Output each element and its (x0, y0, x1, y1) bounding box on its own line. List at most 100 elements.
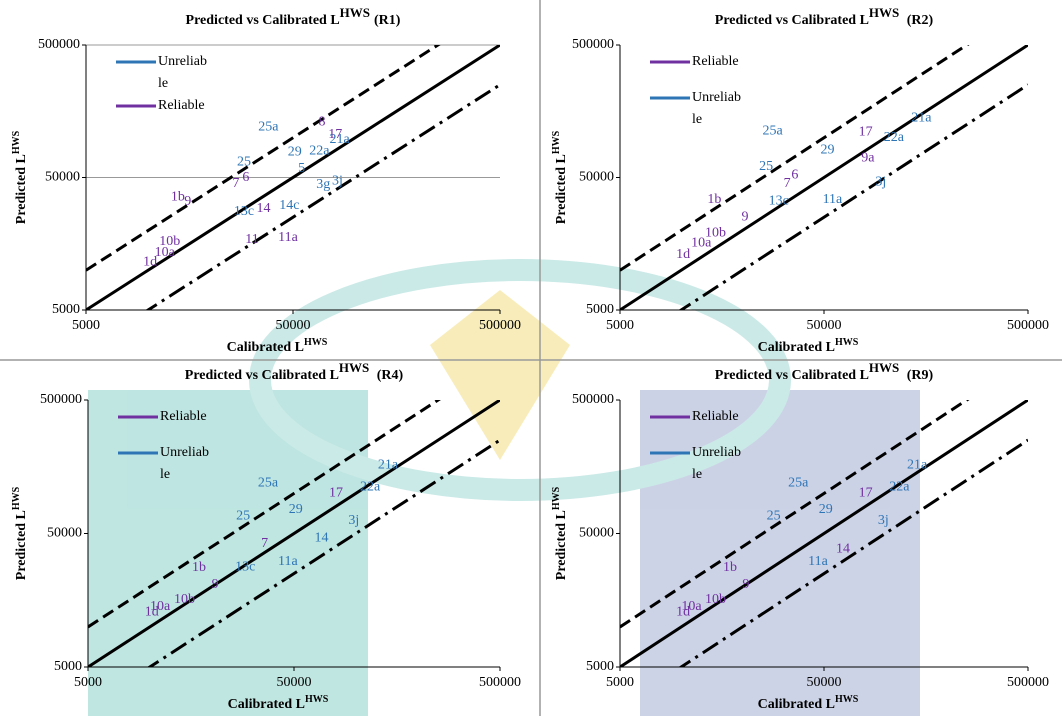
y-axis-label: Predicted LHWS (551, 130, 569, 224)
point-label: 25 (767, 508, 781, 523)
point-label: 10b (705, 592, 726, 607)
ref-line (620, 45, 1028, 310)
ref-line-lower (145, 83, 500, 310)
panel: Predicted vs Calibrated LHWS (R9)5000500… (551, 360, 1049, 712)
x-tick-label: 50000 (277, 675, 312, 690)
ref-line (88, 400, 500, 667)
legend-item: Reliable (158, 98, 205, 113)
point-label: 1d (143, 254, 157, 269)
legend-label: Reliable (692, 409, 739, 424)
point-label: 17 (859, 486, 873, 501)
x-label-sup: HWS (305, 694, 329, 705)
point-label: 22a (889, 479, 910, 494)
point-label: 7 (232, 176, 239, 191)
title-text: Predicted vs Calibrated L (185, 368, 339, 383)
point-label: 14 (836, 542, 850, 557)
title-sup: HWS (339, 360, 369, 375)
point-label: 7 (261, 536, 268, 551)
point-label: 9 (742, 210, 749, 225)
point-label: 9 (212, 577, 219, 592)
chart-title: Predicted vs Calibrated LHWS (R4) (185, 360, 404, 383)
y-label-text: Predicted L (554, 154, 569, 224)
y-label-sup: HWS (551, 130, 562, 154)
point-label: 21a (907, 458, 928, 473)
legend-label: Unreliable (160, 445, 209, 482)
ref-line (86, 45, 500, 310)
title-text: Predicted vs Calibrated L (715, 13, 869, 28)
x-tick-label: 500000 (1007, 675, 1049, 690)
point-label: 14c (279, 198, 299, 213)
legend-label: Unreliable (692, 445, 741, 482)
point-label: 22a (360, 479, 381, 494)
point-label: 1b (723, 560, 737, 575)
ref-line-lower (147, 438, 500, 667)
title-text: Predicted vs Calibrated L (715, 368, 869, 383)
point-label: 5 (298, 161, 305, 176)
point-label: 29 (819, 502, 833, 517)
x-tick-label: 50000 (807, 318, 842, 333)
point-label: 1b (707, 192, 721, 207)
legend-label: Reliable (160, 409, 207, 424)
x-tick-label: 5000 (606, 318, 634, 333)
y-tick-label: 50000 (579, 526, 614, 541)
point-label: 25 (236, 508, 250, 523)
point-label: 1d (676, 604, 690, 619)
legend-item: Unreliable (158, 54, 207, 91)
point-label: 3g (316, 177, 330, 192)
reference-lines (620, 400, 1028, 667)
point-label: 10a (691, 235, 712, 250)
title-sup: HWS (869, 5, 899, 20)
y-label-sup: HWS (551, 486, 562, 510)
x-tick-label: 500000 (479, 318, 521, 333)
ref-line-upper (620, 45, 970, 272)
watermark (88, 259, 920, 716)
point-label: 21a (378, 458, 399, 473)
x-tick-label: 500000 (1007, 318, 1049, 333)
point-label: 6 (791, 167, 798, 182)
point-label: 9 (184, 194, 191, 209)
point-label: 29 (288, 144, 302, 159)
y-label-text: Predicted L (14, 510, 29, 580)
point-label: 29 (820, 143, 834, 158)
panel: Predicted vs Calibrated LHWS (R4)5000500… (11, 360, 521, 712)
point-label: 1b (192, 560, 206, 575)
point-label: 14 (315, 531, 329, 546)
point-label: 25a (258, 475, 279, 490)
reference-lines (86, 45, 500, 310)
legend-item: Unreliable (692, 90, 741, 127)
x-label-text: Calibrated L (758, 697, 835, 712)
y-label-sup: HWS (11, 130, 22, 154)
title-sup: HWS (869, 360, 899, 375)
point-label: 25 (237, 155, 251, 170)
x-label-sup: HWS (304, 337, 328, 348)
point-label: 21a (330, 132, 351, 147)
title-tag: (R2) (903, 13, 933, 28)
y-tick-label: 50000 (579, 170, 614, 185)
point-label: 7 (784, 176, 791, 191)
x-tick-label: 500000 (479, 675, 521, 690)
y-tick-label: 500000 (38, 37, 80, 52)
ref-line-upper (86, 45, 441, 272)
reference-lines (620, 45, 1028, 310)
legend-item: Reliable (692, 54, 739, 69)
ref-line-lower (678, 83, 1028, 310)
chart-title: Predicted vs Calibrated LHWS (R2) (715, 5, 934, 28)
y-tick-label: 5000 (52, 302, 80, 317)
x-label-text: Calibrated L (758, 340, 835, 355)
point-label: 25a (763, 123, 784, 138)
y-tick-label: 50000 (47, 526, 82, 541)
y-tick-label: 500000 (572, 37, 614, 52)
point-label: 29 (289, 502, 303, 517)
point-label: 13c (235, 559, 255, 574)
x-axis-label: Calibrated LHWS (228, 694, 329, 712)
point-label: 10a (150, 599, 171, 614)
legend-label: Reliable (158, 98, 205, 113)
title-text: Predicted vs Calibrated L (186, 13, 340, 28)
legend-label: Unreliable (692, 90, 741, 127)
ref-line-upper (620, 400, 970, 629)
x-label-text: Calibrated L (227, 340, 304, 355)
y-tick-label: 500000 (40, 392, 82, 407)
legend-label: Unreliable (158, 54, 207, 91)
reference-lines (88, 400, 500, 667)
title-tag: (R9) (903, 368, 933, 383)
